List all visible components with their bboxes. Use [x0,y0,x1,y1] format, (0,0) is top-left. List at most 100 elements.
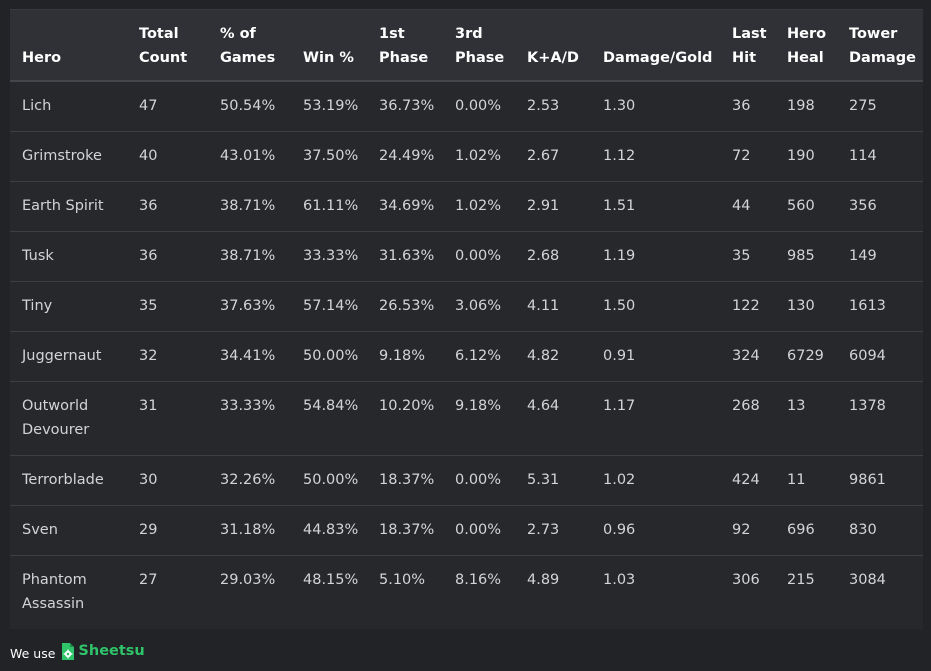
hero-name-cell: Phantom Assassin [10,556,127,630]
table-row: Sven 29 31.18% 44.83% 18.37% 0.00% 2.73 0.96 92 6… [10,505,923,556]
first-phase-cell: 5.10% [379,572,426,588]
first-phase-cell: 10.20% [367,381,443,456]
column-header-text: Hero [22,50,62,66]
damage-gold-cell: 1.50 [591,281,720,332]
pct-of-games-cell: 31.18% [208,505,291,556]
column-header-text: Damage/Gold [603,50,713,66]
hero-name-cell: Lich [10,81,127,132]
table-row: Terrorblade 30 32.26% 50.00% 18.37% 0.00% 5.31… [10,455,923,506]
tower-damage-cell: 275 [837,81,923,132]
total-count-cell: 31 [127,381,208,456]
kad-cell: 5.31 [515,455,591,506]
column-header-text: Hit [732,50,757,66]
hero-name-text: Assassin [22,596,85,612]
column-header-text: K+A/D [527,50,579,66]
third-phase-cell: 8.16% [455,572,502,588]
win-pct-cell: 54.84% [291,381,367,456]
win-pct-cell: 53.19% [291,81,367,132]
sheetsu-link[interactable]: Sheetsu [61,642,145,661]
last-hit-cell: 268 [720,381,775,456]
kad-cell: 2.91 [515,181,591,232]
last-hit-cell: 35 [720,231,775,282]
column-header-text: Tower [849,26,898,42]
first-phase-cell: 9.18% [367,331,443,382]
last-hit-cell: 36 [720,81,775,132]
pct-of-games-cell: 29.03% [220,572,276,588]
column-header-third-phase: 3rd Phase [443,10,515,82]
column-header-total-count: Total Count [127,10,208,82]
column-header-kad: K+A/D [515,10,591,82]
damage-gold-cell: 1.12 [591,131,720,182]
total-count-cell: 30 [127,455,208,506]
tower-damage-cell: 356 [837,181,923,232]
table-row: Tusk 36 38.71% 33.33% 31.63% 0.00% 2.68 1.19 35 9… [10,231,923,282]
kad-cell: 2.67 [515,131,591,182]
tower-damage-cell: 6094 [837,331,923,382]
tower-damage-cell: 830 [837,505,923,556]
column-header-last-hit: Last Hit [720,10,775,82]
win-pct-cell: 33.33% [291,231,367,282]
hero-name-text: Earth Spirit [22,198,104,214]
last-hit-cell: 44 [720,181,775,232]
win-pct-cell: 50.00% [291,455,367,506]
damage-gold-cell: 1.17 [591,381,720,456]
column-header-text: % of [220,26,256,42]
hero-name-text: Tusk [22,248,54,264]
column-header-text: Damage [849,50,916,66]
last-hit-cell: 306 [732,572,760,588]
first-phase-cell: 18.37% [367,505,443,556]
total-count-cell: 29 [127,505,208,556]
hero-name-text: Terrorblade [22,472,104,488]
table-row: Lich 47 50.54% 53.19% 36.73% 0.00% 2.53 1.30 36 1… [10,81,923,132]
hero-heal-cell: 560 [775,181,837,232]
hero-stats-table-container: Hero Total Count % of Games Win % 1st Phase 3rd P… [10,9,923,629]
damage-gold-cell: 1.19 [591,231,720,282]
hero-name-cell: Tusk [10,231,127,282]
column-header-hero: Hero [10,10,127,82]
damage-gold-cell: 0.96 [591,505,720,556]
table-row: Juggernaut 32 34.41% 50.00% 9.18% 6.12% 4.82 0.… [10,331,923,382]
hero-name-cell: Terrorblade [10,455,127,506]
column-header-text: Heal [787,50,824,66]
hero-heal-cell: 985 [775,231,837,282]
hero-name-cell: Sven [10,505,127,556]
column-header-win-pct: Win % [291,10,367,82]
column-header-damage-gold: Damage/Gold [591,10,720,82]
column-header-pct-of-games: % of Games [208,10,291,82]
third-phase-cell: 0.00% [443,81,515,132]
win-pct-cell: 44.83% [291,505,367,556]
hero-heal-cell: 130 [775,281,837,332]
column-header-first-phase: 1st Phase [367,10,443,82]
last-hit-cell: 122 [720,281,775,332]
column-header-tower-damage: Tower Damage [837,10,923,82]
kad-cell: 4.89 [527,572,560,588]
pct-of-games-cell: 38.71% [208,231,291,282]
tower-damage-cell: 3084 [849,572,886,588]
damage-gold-cell: 0.91 [591,331,720,382]
sheetsu-logo-icon [62,642,75,660]
table-row: Outworld Devourer 31 33.33% 54.84% 10.20% 9.18… [10,381,923,456]
pct-of-games-cell: 43.01% [208,131,291,182]
win-pct-cell: 37.50% [291,131,367,182]
third-phase-cell: 3.06% [443,281,515,332]
hero-name-text: Sven [22,522,58,538]
column-header-text: Win % [303,50,354,66]
hero-heal-cell: 6729 [775,331,837,382]
kad-cell: 2.73 [515,505,591,556]
hero-heal-cell: 198 [775,81,837,132]
win-pct-cell: 61.11% [291,181,367,232]
win-pct-cell: 50.00% [291,331,367,382]
total-count-cell: 47 [127,81,208,132]
kad-cell: 2.53 [515,81,591,132]
first-phase-cell: 31.63% [367,231,443,282]
column-header-text: Count [139,50,188,66]
total-count-cell: 36 [127,231,208,282]
first-phase-cell: 18.37% [367,455,443,506]
hero-name-cell: Juggernaut [10,331,127,382]
column-header-text: 3rd [455,26,483,42]
table-row: Tiny 35 37.63% 57.14% 26.53% 3.06% 4.11 1.50 122… [10,281,923,332]
last-hit-cell: 72 [720,131,775,182]
pct-of-games-cell: 32.26% [208,455,291,506]
hero-name-text: Lich [22,98,52,114]
tower-damage-cell: 114 [837,131,923,182]
